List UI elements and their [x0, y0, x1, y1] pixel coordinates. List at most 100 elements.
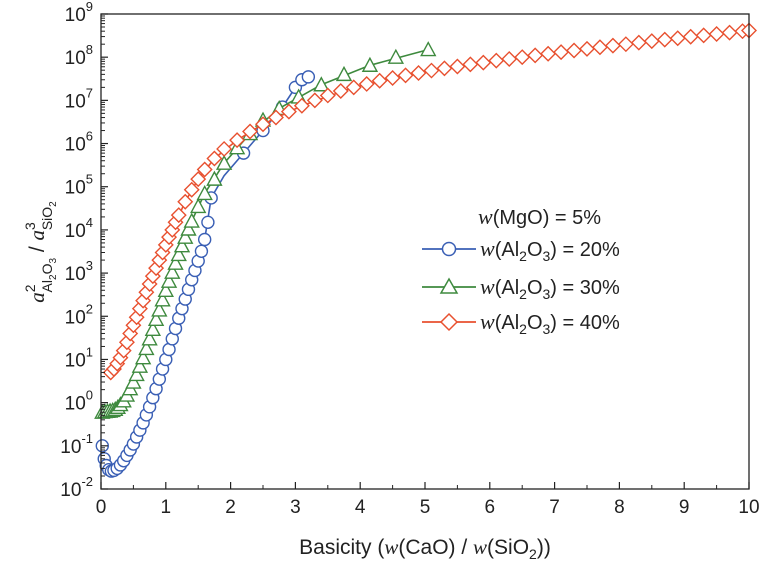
data-point-triangle	[190, 197, 207, 214]
y-tick-label: 109	[65, 0, 93, 26]
series-circle	[95, 70, 316, 478]
data-point-diamond	[183, 181, 200, 198]
data-point-triangle	[173, 237, 191, 253]
data-point-diamond	[196, 161, 213, 178]
data-point-triangle	[154, 291, 171, 307]
x-tick-label: 6	[485, 497, 496, 518]
data-point-diamond	[332, 82, 349, 99]
data-point-triangle	[141, 330, 158, 346]
legend-entry-30: w(Al2O3) = 30%	[422, 274, 620, 302]
data-point-triangle	[196, 184, 213, 201]
data-point-triangle	[134, 349, 152, 365]
data-point-diamond	[384, 69, 401, 86]
y-tick-label: 10-2	[60, 474, 93, 501]
data-point-diamond	[604, 37, 621, 54]
legend-entry-40: w(Al2O3) = 40%	[422, 309, 620, 337]
y-tick-label: 10-1	[60, 431, 93, 458]
x-tick-label: 2	[225, 497, 236, 518]
data-point-diamond	[242, 123, 259, 140]
x-tick-label: 3	[290, 497, 301, 518]
data-point-triangle	[144, 320, 162, 336]
data-point-triangle	[125, 373, 142, 389]
data-point-diamond	[617, 36, 634, 53]
data-point-diamond	[267, 109, 284, 126]
data-point-diamond	[255, 116, 271, 133]
legend-marker-triangle	[439, 277, 459, 294]
data-point-diamond	[280, 103, 297, 120]
x-tick-label: 7	[549, 497, 560, 518]
y-tick-label: 104	[65, 215, 93, 242]
y-axis-ticks: 10-2 10-1 100 101 102 103 104 105 106 107 108 109	[60, 0, 108, 501]
data-point-triangle	[215, 154, 233, 170]
y-tick-label: 105	[65, 172, 93, 199]
legend-label-30: w(Al2O3) = 30%	[480, 274, 620, 302]
data-point-diamond	[630, 34, 647, 51]
data-point-diamond	[682, 28, 699, 45]
data-point-diamond	[371, 72, 388, 89]
x-tick-label: 8	[614, 497, 625, 518]
data-point-diamond	[206, 150, 223, 167]
data-point-triangle	[170, 245, 187, 262]
series-line	[101, 76, 309, 472]
data-point-diamond	[449, 58, 466, 75]
x-tick-label: 10	[738, 497, 759, 518]
legend-entry-20: w(Al2O3) = 20%	[422, 236, 620, 264]
plot-markers	[94, 22, 757, 478]
data-point-diamond	[514, 49, 531, 66]
x-tick-label: 4	[355, 497, 366, 518]
data-point-diamond	[475, 54, 492, 71]
data-point-triangle	[147, 310, 165, 327]
data-point-diamond	[319, 87, 336, 104]
data-point-triangle	[206, 170, 223, 186]
data-point-triangle	[131, 357, 149, 373]
y-tick-label: 108	[65, 42, 93, 69]
legend-label-40: w(Al2O3) = 40%	[480, 309, 620, 337]
y-tick-label: 106	[65, 129, 93, 156]
data-point-diamond	[293, 97, 310, 114]
legend-marker-diamond	[439, 312, 459, 332]
series-diamond	[102, 22, 757, 381]
data-point-triangle	[183, 212, 200, 228]
legend-label-20: w(Al2O3) = 20%	[480, 236, 620, 264]
data-point-diamond	[488, 52, 505, 69]
y-tick-label: 101	[65, 344, 93, 371]
x-axis-ticks: 0 1 2 3 4 5 6 7 8 9 10	[96, 482, 760, 518]
legend-marker-circle	[441, 241, 457, 257]
data-point-diamond	[708, 25, 725, 42]
data-point-diamond	[358, 75, 375, 92]
data-point-diamond	[643, 33, 660, 50]
x-axis-label: Basicity (w(CaO) / w(SiO2))	[299, 535, 551, 562]
data-point-diamond	[190, 171, 207, 188]
data-point-diamond	[566, 42, 583, 59]
data-point-triangle	[128, 365, 145, 382]
data-point-triangle	[361, 56, 379, 72]
series-line	[102, 48, 429, 413]
data-point-triangle	[313, 76, 330, 92]
data-point-diamond	[423, 62, 440, 79]
x-tick-label: 0	[96, 497, 107, 518]
data-point-diamond	[216, 140, 233, 157]
data-point-diamond	[462, 56, 479, 73]
data-point-diamond	[656, 31, 673, 48]
x-tick-label: 1	[161, 497, 172, 518]
data-point-diamond	[397, 67, 414, 84]
data-point-triangle	[167, 254, 184, 270]
data-point-diamond	[436, 60, 453, 77]
data-point-diamond	[306, 92, 323, 109]
series-triangle	[94, 41, 437, 419]
data-point-triangle	[177, 228, 194, 244]
data-point-triangle	[180, 220, 197, 236]
y-tick-label: 102	[65, 301, 93, 328]
data-point-triangle	[151, 301, 168, 317]
data-point-diamond	[501, 50, 518, 67]
data-point-circle	[194, 244, 209, 258]
data-point-diamond	[669, 30, 686, 47]
data-point-diamond	[540, 45, 557, 62]
data-point-diamond	[553, 44, 570, 61]
data-point-triangle	[160, 272, 178, 288]
x-tick-label: 9	[679, 497, 690, 518]
data-point-triangle	[387, 48, 405, 64]
y-tick-label: 107	[65, 85, 93, 112]
data-point-triangle	[157, 281, 174, 297]
legend: w(MgO) = 5% w(Al2O3) = 20% w(Al2O3) = 30…	[422, 204, 620, 337]
